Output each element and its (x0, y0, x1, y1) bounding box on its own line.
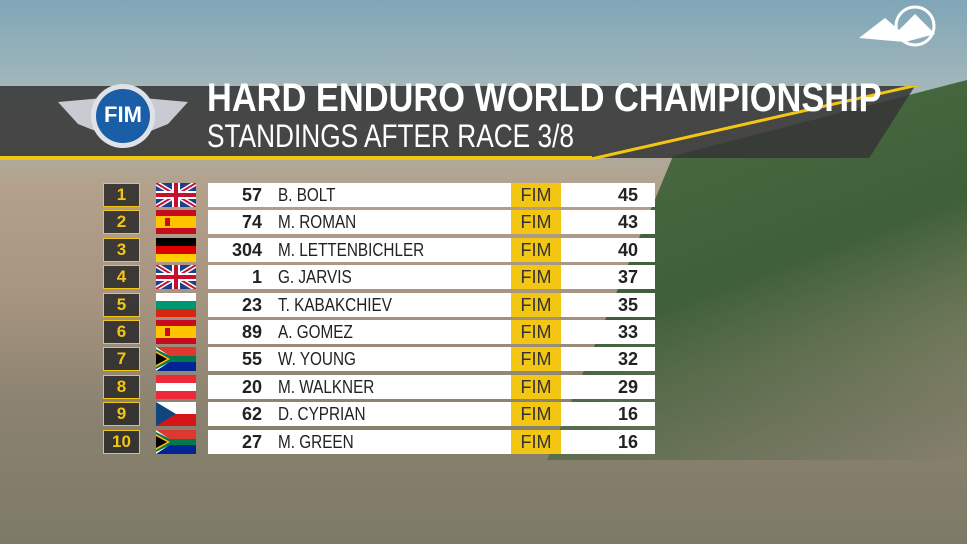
rider-name: B. BOLT (278, 185, 336, 205)
position: 3 (103, 237, 140, 262)
position: 2 (103, 210, 140, 235)
rider-number: 27 (241, 431, 262, 452)
position: 1 (103, 183, 140, 207)
row-background (208, 183, 655, 207)
badge: FIM (511, 402, 561, 427)
flag (156, 265, 196, 290)
row-background (208, 237, 655, 262)
flag (156, 292, 196, 317)
flag (156, 347, 196, 372)
rider-name: T. KABAKCHIEV (278, 294, 392, 315)
flag (156, 210, 196, 235)
rider-name: W. YOUNG (278, 349, 356, 370)
flag (156, 429, 196, 454)
flag (156, 374, 196, 399)
standing-row: 6 89 A. GOMEZ FIM 33 (0, 320, 967, 344)
header-underline (0, 156, 592, 160)
points: 35 (617, 294, 638, 315)
row-background (208, 347, 655, 372)
flag (156, 237, 196, 262)
points: 37 (617, 267, 638, 288)
points: 33 (617, 322, 638, 342)
badge: FIM (511, 347, 561, 372)
standing-row: 10 27 M. GREEN FIM 16 (0, 429, 967, 454)
position: 6 (103, 320, 140, 344)
position: 10 (103, 429, 140, 454)
badge: FIM (511, 429, 561, 454)
position: 8 (103, 374, 140, 399)
rider-name: M. GREEN (278, 431, 354, 452)
badge: FIM (511, 237, 561, 262)
fim-logo (58, 84, 188, 148)
title: HARD ENDURO WORLD CHAMPIONSHIP (207, 76, 882, 120)
standing-row: 9 62 D. CYPRIAN FIM 16 (0, 402, 967, 427)
flag (156, 183, 196, 207)
row-background (208, 265, 655, 290)
rider-name: M. ROMAN (278, 212, 357, 233)
rider-number: 57 (241, 185, 262, 205)
position: 7 (103, 347, 140, 372)
rider-name: M. WALKNER (278, 376, 375, 397)
standing-row: 7 55 W. YOUNG FIM 32 (0, 347, 967, 372)
row-background (208, 429, 655, 454)
row-background (208, 402, 655, 427)
position: 4 (103, 265, 140, 290)
logo-text: FIM (104, 102, 142, 127)
rider-number: 1 (251, 267, 262, 288)
standing-row: 5 23 T. KABAKCHIEV FIM 35 (0, 292, 967, 317)
badge: FIM (511, 210, 561, 235)
rider-name: M. LETTENBICHLER (278, 239, 425, 260)
points: 16 (617, 404, 638, 425)
badge: FIM (511, 292, 561, 317)
standing-row: 8 20 M. WALKNER FIM 29 (0, 374, 967, 399)
standing-row: 1 57 B. BOLT FIM 45 (0, 183, 967, 207)
badge: FIM (511, 374, 561, 399)
rider-number: 20 (241, 376, 262, 397)
row-background (208, 320, 655, 344)
rider-name: D. CYPRIAN (278, 404, 366, 425)
position: 9 (103, 402, 140, 427)
rider-number: 62 (241, 404, 262, 425)
rider-number: 74 (241, 212, 262, 233)
points: 43 (617, 212, 638, 233)
points: 40 (617, 239, 638, 260)
badge: FIM (511, 265, 561, 290)
points: 16 (617, 431, 638, 452)
rider-number: 23 (241, 294, 262, 315)
rider-name: G. JARVIS (278, 267, 352, 288)
badge: FIM (511, 320, 561, 344)
points: 32 (617, 349, 638, 370)
standing-row: 4 1 G. JARVIS FIM 37 (0, 265, 967, 290)
standing-row: 3 304 M. LETTENBICHLER FIM 40 (0, 237, 967, 262)
sponsor-logo (859, 5, 936, 47)
rider-number: 304 (231, 239, 262, 260)
points: 29 (617, 376, 638, 397)
rider-number: 89 (241, 322, 262, 342)
badge: FIM (511, 183, 561, 207)
row-background (208, 374, 655, 399)
subtitle: STANDINGS AFTER RACE 3/8 (207, 118, 574, 154)
rider-name: A. GOMEZ (278, 322, 353, 342)
row-background (208, 210, 655, 235)
rider-number: 55 (241, 349, 262, 370)
flag (156, 402, 196, 427)
position: 5 (103, 292, 140, 317)
points: 45 (617, 185, 638, 205)
standing-row: 2 74 M. ROMAN FIM 43 (0, 210, 967, 235)
row-background (208, 292, 655, 317)
flag (156, 320, 196, 344)
